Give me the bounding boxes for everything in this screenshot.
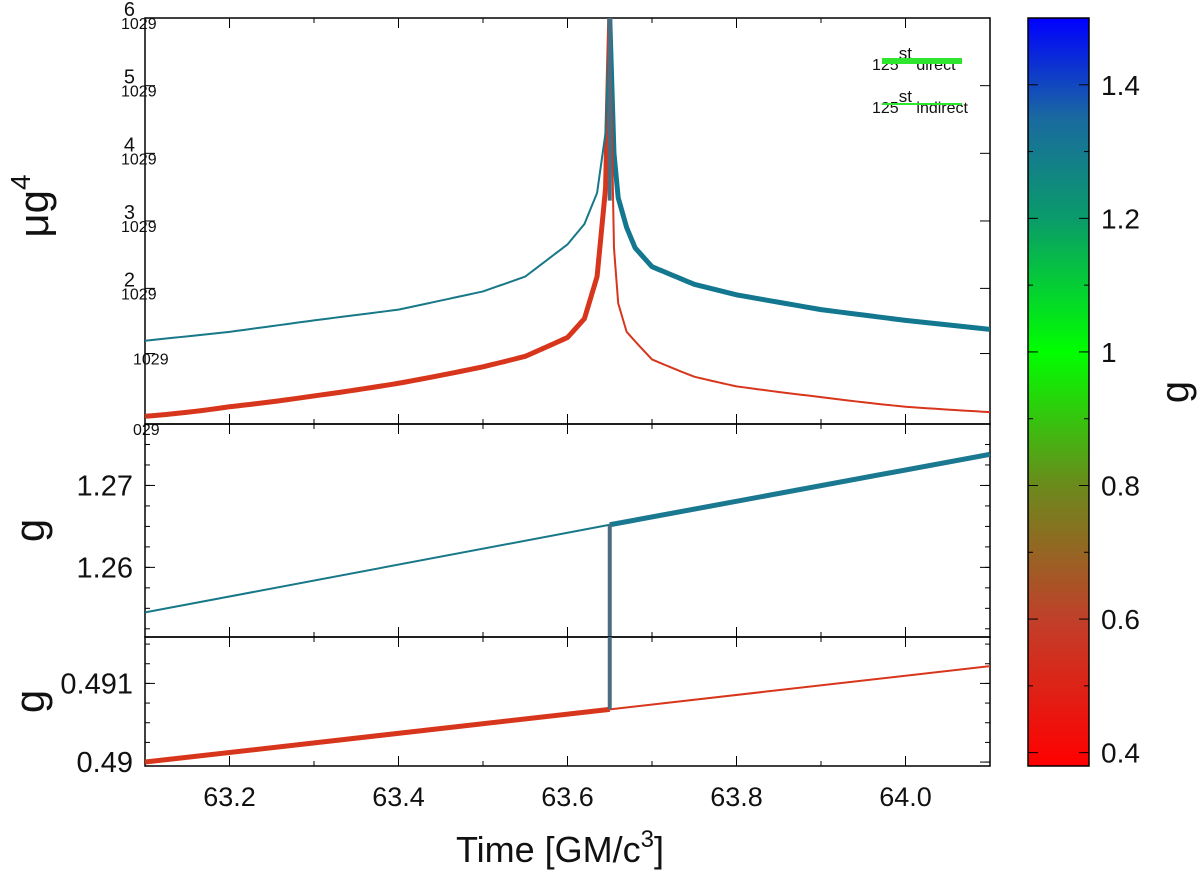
svg-text:125st indirect: 125st indirect [872,87,969,117]
x-tick-label: 63.4 [372,782,425,812]
y-axis-label-g: g [6,690,53,713]
colorbar-scale [1027,17,1090,767]
series-line [607,18,990,332]
x-axis-label: Time [GM/c3] [456,826,664,870]
y-axis-label-g: g [6,519,53,542]
y-axis-label-magnification: μg4 [5,174,57,237]
y-tick-label: 1029 [133,352,169,369]
series-line [145,706,611,765]
y-tick-label: 029 [133,422,160,439]
y-tick-label: 1029 [121,16,157,33]
y-tick-label: 0.49 [77,747,133,779]
colorbar-label: g [1153,381,1197,403]
series-line [145,18,613,419]
redshift-high-panel: 1.26 1.27 g [6,423,991,638]
y-tick-label: 1.26 [77,552,133,584]
x-tick-label: 63.6 [541,782,594,812]
series-line [608,18,990,414]
colorbar-tick-label: 0.8 [1101,471,1140,502]
colorbar-tick-label: 1 [1101,337,1117,368]
colorbar-tick-label: 0.4 [1101,738,1140,769]
series-line [609,451,990,528]
y-tick-exponent: 4 [124,134,135,156]
x-tick-label: 63.8 [710,782,763,812]
y-tick-exponent: 5 [124,67,135,89]
redshift-high-frame [144,423,991,638]
y-tick-exponent: 3 [124,202,135,224]
series-line [609,665,990,711]
colorbar-tick-label: 0.6 [1101,604,1140,635]
x-tick-label: 63.2 [203,782,256,812]
y-tick-label: 1029 [121,84,157,101]
series-line [145,523,610,614]
redshift-low-panel: 0.49 0.491 g [6,636,991,779]
y-tick-label: 1.27 [77,470,133,502]
y-tick-label: 0.491 [60,668,133,700]
y-tick-label: 1029 [121,219,157,236]
series-line [145,18,611,342]
x-axis: 63.2 63.4 63.6 63.8 64.0 Time [GM/c3] [203,782,932,870]
y-tick-label: 1029 [121,151,157,168]
colorbar-tick-label: 1.2 [1101,203,1140,234]
colorbar: 0.4 0.6 0.8 1 1.2 1.4 g [1027,17,1197,769]
y-tick-exponent: 2 [124,269,135,291]
y-tick-exponent: 6 [124,0,135,21]
magnification-frame [144,17,991,425]
y-tick-label: 1029 [121,286,157,303]
x-tick-label: 64.0 [879,782,932,812]
colorbar-tick-label: 1.4 [1101,70,1140,101]
